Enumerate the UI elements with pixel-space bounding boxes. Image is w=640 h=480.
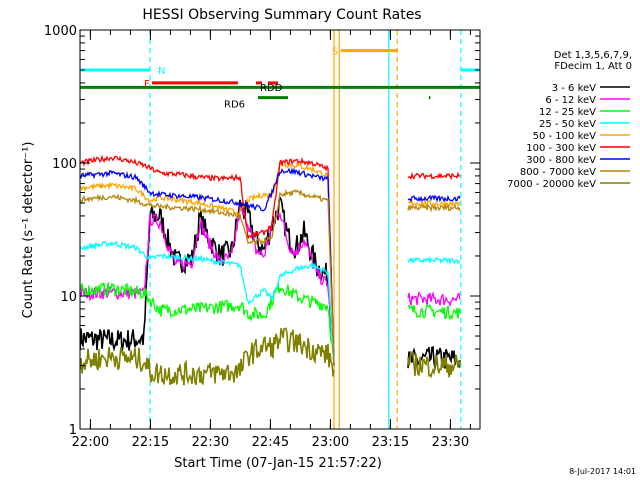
series-line	[80, 282, 335, 366]
x-tick-label: 23:30	[432, 435, 469, 450]
legend-label: 7000 - 20000 keV	[507, 179, 596, 190]
legend-label: 100 - 300 keV	[526, 143, 596, 154]
flag-label: S	[332, 47, 338, 58]
series-line	[80, 188, 335, 366]
legend-label: 12 - 25 keV	[539, 107, 596, 118]
series-line	[80, 327, 335, 386]
y-axis: 1 10 100 1000	[44, 24, 480, 438]
x-axis: 22:00 22:15 22:30 22:45 23:00 23:15 23:30	[72, 30, 471, 450]
legend-label: 300 - 800 keV	[526, 155, 596, 166]
flag-label: RDD	[260, 83, 283, 94]
footer-date: 8-Jul-2017 14:01	[569, 467, 636, 476]
legend-label: 25 - 50 keV	[539, 119, 596, 130]
series-lines	[80, 154, 461, 386]
plot-frame	[79, 29, 481, 430]
legend-label: 800 - 7000 keV	[520, 167, 596, 178]
x-axis-label: Start Time (07-Jan-15 21:57:22)	[174, 456, 382, 471]
x-tick-label: 22:00	[72, 435, 109, 450]
legend-header: Det 1,3,5,6,7,9,	[554, 50, 632, 61]
chart-title: HESSI Observing Summary Count Rates	[142, 7, 421, 23]
flag-labels: NF RDD S RD6	[144, 47, 338, 111]
flag-label: N	[158, 66, 165, 77]
series-line	[407, 171, 461, 181]
flag-label: RD6	[224, 100, 245, 111]
x-tick-label: 22:45	[252, 435, 289, 450]
series-line	[80, 205, 335, 366]
x-tick-label: 22:15	[132, 435, 169, 450]
legend-label: 50 - 100 keV	[533, 131, 597, 142]
x-tick-label: 22:30	[192, 435, 229, 450]
y-tick-label: 100	[52, 157, 77, 172]
legend: Det 1,3,5,6,7,9,FDecim 1, Att 0 3 - 6 keV…	[507, 50, 632, 190]
series-line	[80, 240, 335, 366]
y-tick-label: 1000	[44, 24, 77, 39]
flag-bars	[80, 49, 480, 100]
series-line	[407, 199, 461, 209]
series-line	[407, 255, 461, 266]
series-line	[407, 350, 461, 379]
y-tick-label: 1	[69, 423, 77, 438]
y-axis-label: Count Rate (s⁻¹ detector⁻¹)	[21, 142, 36, 319]
y-tick-label: 10	[60, 290, 77, 305]
series-line	[407, 194, 461, 203]
series-line	[80, 161, 335, 366]
legend-label: 6 - 12 keV	[545, 95, 596, 106]
series-line	[407, 303, 461, 321]
series-line	[80, 167, 335, 366]
x-tick-label: 23:15	[372, 435, 409, 450]
series-line	[80, 154, 335, 366]
series-line	[407, 203, 461, 213]
x-tick-label: 23:00	[312, 435, 349, 450]
series-line	[407, 290, 461, 308]
legend-header: FDecim 1, Att 0	[554, 61, 632, 72]
flag-label: F	[144, 79, 150, 90]
legend-label: 3 - 6 keV	[552, 83, 596, 94]
